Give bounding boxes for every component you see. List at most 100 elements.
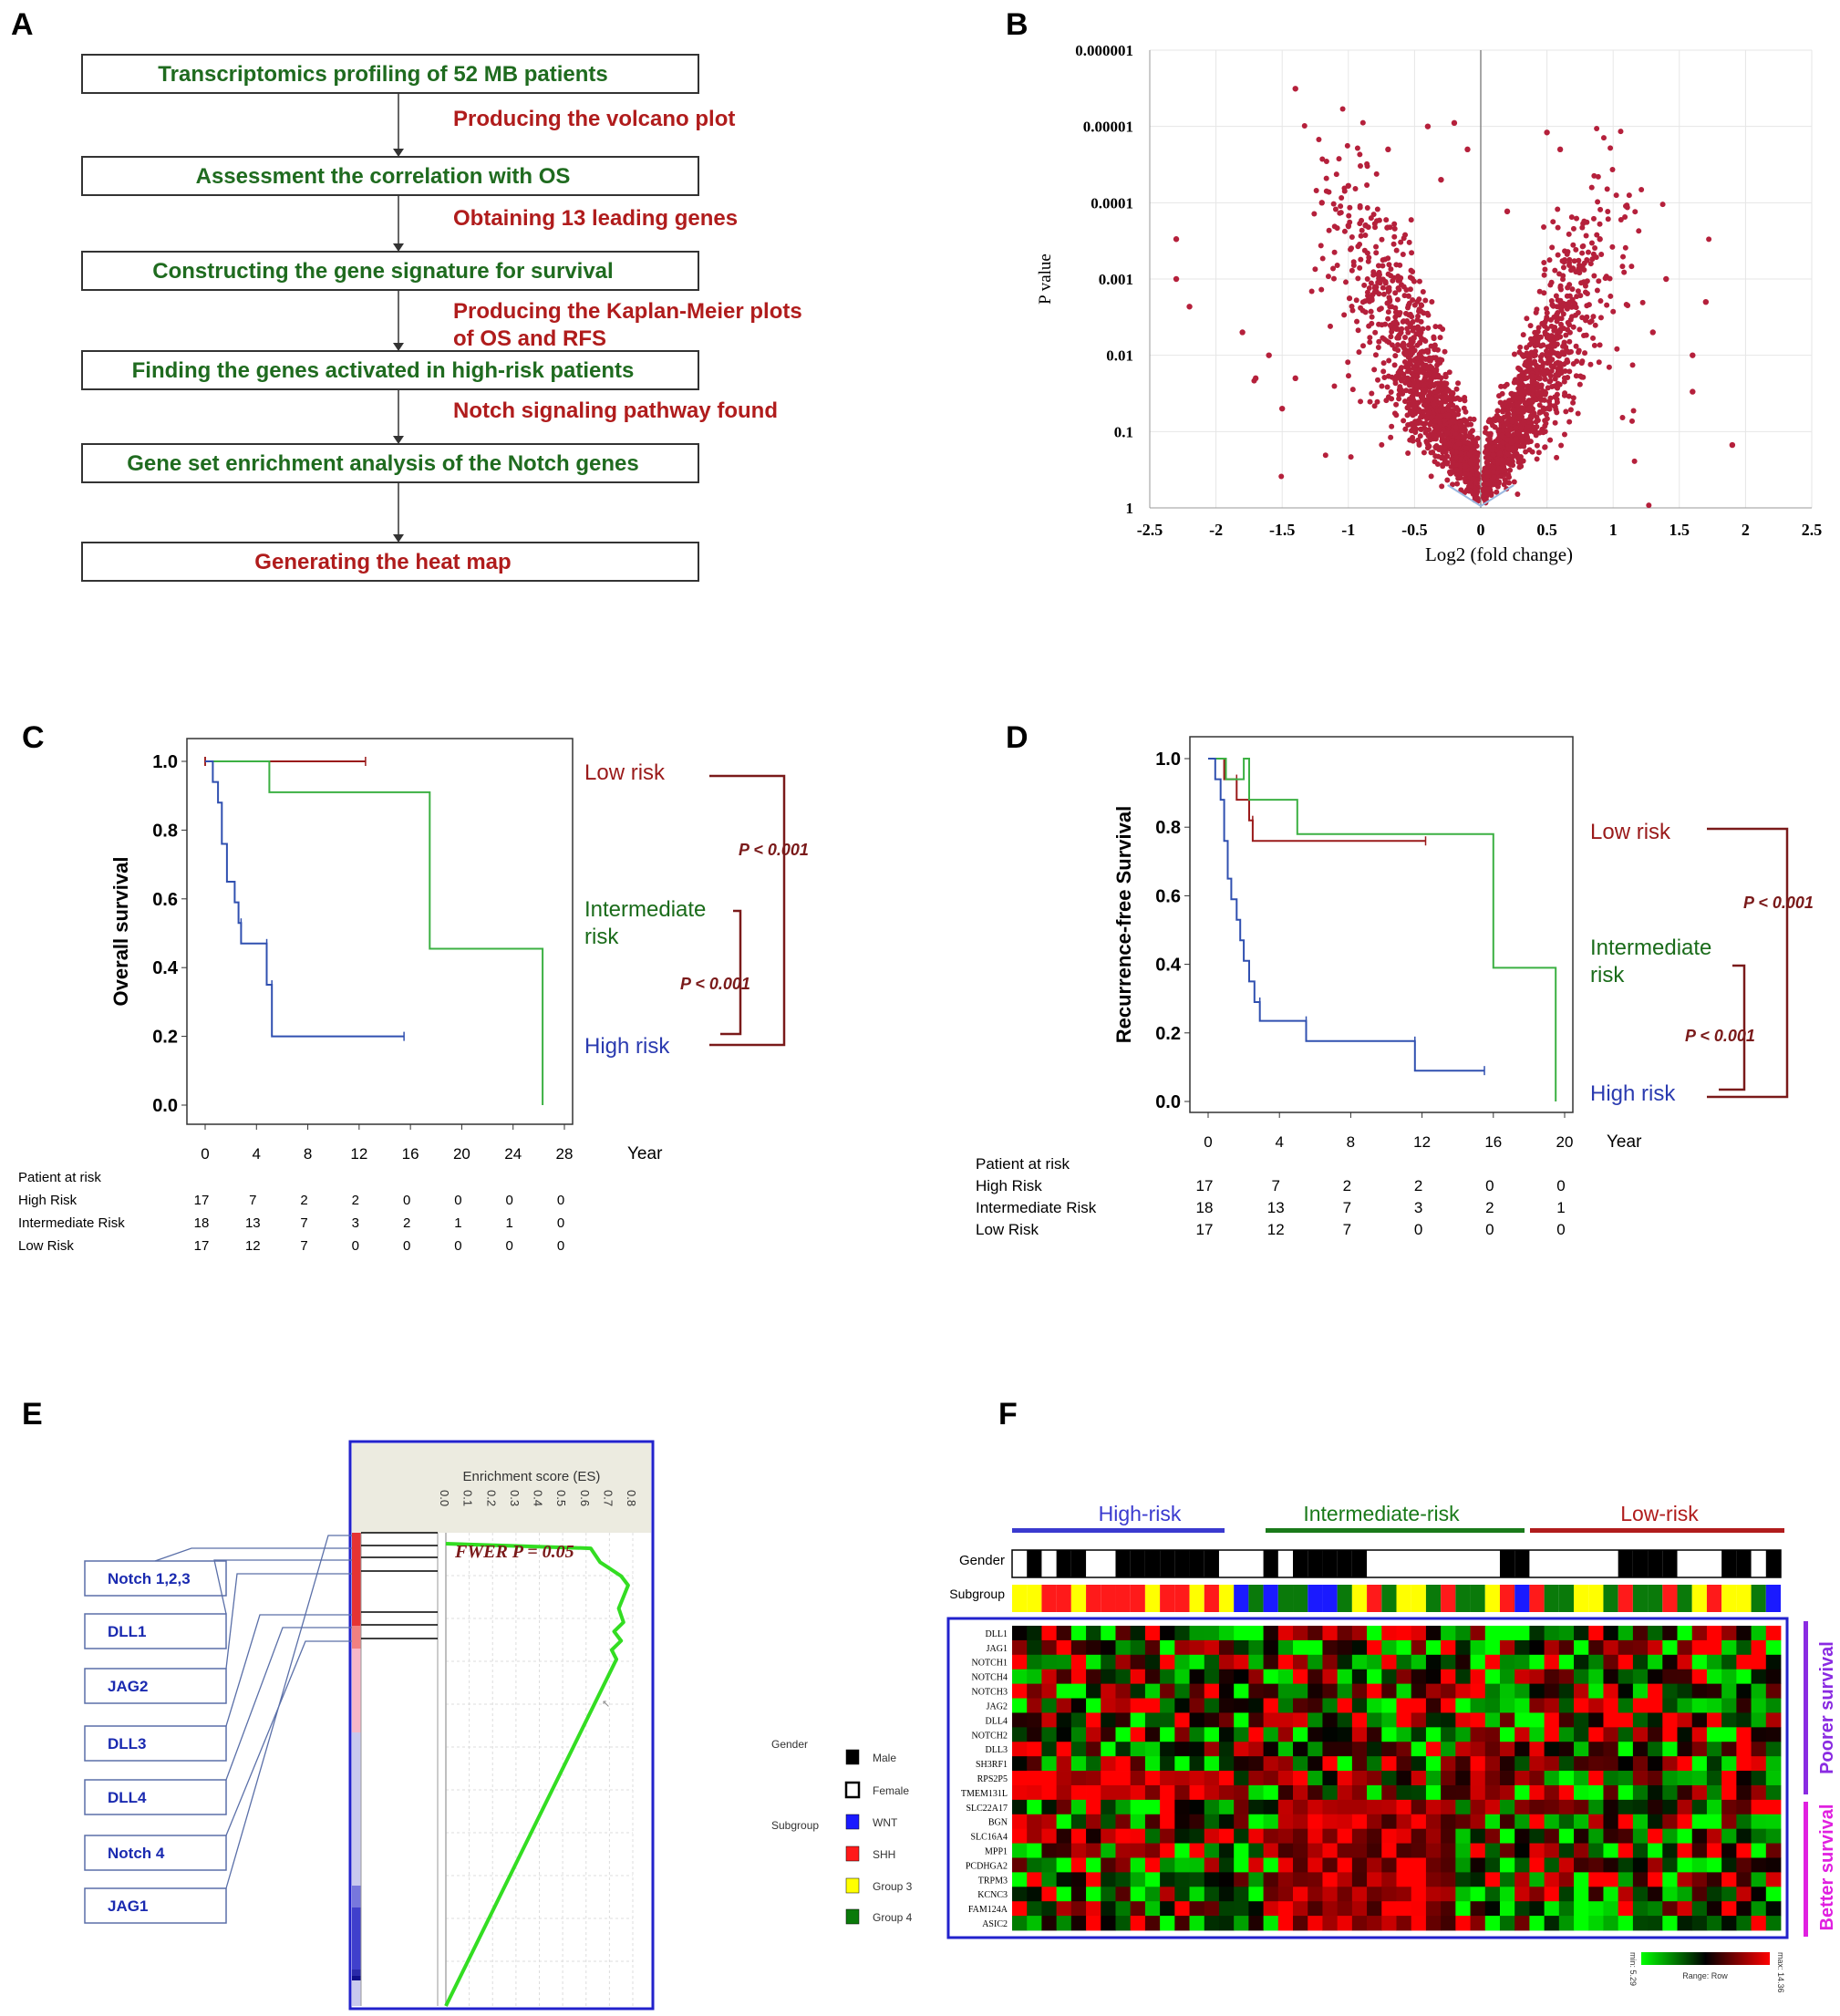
heatmap-cell (1396, 1712, 1412, 1728)
heatmap-cell (1322, 1814, 1339, 1830)
heatmap-cell (1293, 1669, 1308, 1685)
heatmap-cell (1189, 1626, 1205, 1641)
volcano-point (1384, 300, 1390, 306)
heatmap-cell (1411, 1887, 1427, 1902)
heatmap-cell (1484, 1669, 1501, 1685)
volcano-point (1345, 373, 1351, 379)
volcano-point (1239, 329, 1246, 336)
volcano-point (1457, 418, 1463, 424)
volcano-point (1449, 417, 1455, 423)
volcano-point (1561, 375, 1567, 381)
heatmap-cell (1115, 1828, 1132, 1844)
heatmap-cell (1411, 1799, 1427, 1815)
heatmap-cell (1484, 1814, 1501, 1830)
volcano-point (1451, 410, 1457, 417)
heatmap-cell (1706, 1828, 1722, 1844)
volcano-point (1359, 217, 1365, 223)
heatmap-cell (1337, 1626, 1353, 1641)
heatmap-cell (1765, 1698, 1782, 1713)
volcano-point (1543, 316, 1549, 323)
heatmap-cell (1603, 1727, 1619, 1742)
volcano-point (1414, 362, 1421, 368)
heatmap-cell (1322, 1872, 1339, 1887)
panel-label-a: A (11, 7, 34, 42)
volcano-point (1649, 329, 1656, 336)
volcano-point (1359, 227, 1365, 233)
volcano-x-tick: 1 (1609, 521, 1618, 539)
volcano-point (1584, 314, 1590, 320)
heatmap-cell (1691, 1872, 1708, 1887)
volcano-point (1444, 477, 1451, 483)
volcano-point (1582, 283, 1588, 289)
volcano-point (1444, 429, 1451, 436)
heatmap-cell (1115, 1654, 1132, 1670)
heatmap-cell (1234, 1698, 1249, 1713)
volcano-point (1473, 443, 1480, 450)
volcano-point (1690, 352, 1696, 358)
heatmap-cell (1322, 1828, 1339, 1844)
heatmap-cell (1174, 1901, 1190, 1917)
heatmap-subgroup-cell (1411, 1585, 1426, 1612)
heatmap-cell (1174, 1756, 1190, 1772)
gsea-rank-bar (352, 1969, 361, 1976)
heatmap-cell (1574, 1742, 1589, 1757)
volcano-point (1418, 426, 1424, 432)
heatmap-subgroup-cell (1027, 1585, 1042, 1612)
volcano-point (1542, 391, 1548, 398)
heatmap-cell (1308, 1916, 1323, 1931)
volcano-point (1544, 310, 1550, 316)
volcano-point (1594, 125, 1600, 131)
heatmap-cell (1160, 1669, 1175, 1685)
heatmap-cell (1558, 1742, 1575, 1757)
volcano-point (1316, 136, 1322, 142)
heatmap-cell (1144, 1626, 1161, 1641)
volcano-point (1323, 158, 1329, 164)
heatmap-cell (1204, 1683, 1220, 1699)
heatmap-gene-label: SLC16A4 (970, 1833, 1008, 1843)
volcano-point (1466, 434, 1473, 440)
heatmap-cell (1012, 1916, 1028, 1931)
heatmap-cell (1677, 1756, 1693, 1772)
volcano-point (1345, 359, 1351, 366)
volcano-point (1395, 335, 1401, 341)
volcano-point (1416, 308, 1422, 315)
volcano-point (1442, 374, 1449, 380)
heatmap-cell (1484, 1756, 1501, 1772)
heatmap-cell (1691, 1712, 1708, 1728)
heatmap-cell (1455, 1698, 1471, 1713)
volcano-point (1379, 383, 1385, 389)
volcano-point (1619, 264, 1626, 270)
heatmap-cell (1308, 1756, 1323, 1772)
heatmap-cell (1632, 1654, 1649, 1670)
heatmap-gender-cell (1056, 1550, 1071, 1577)
volcano-point (1592, 322, 1598, 328)
heatmap-subgroup-cell (1101, 1585, 1116, 1612)
heatmap-cell (1101, 1771, 1116, 1786)
volcano-point (1380, 257, 1386, 264)
volcano-point (1578, 280, 1585, 286)
volcano-point (1514, 450, 1520, 457)
heatmap-cell (1277, 1727, 1294, 1742)
heatmap-cell (1662, 1872, 1678, 1887)
volcano-point (1544, 129, 1550, 136)
heatmap-cell (1056, 1639, 1072, 1656)
heatmap-cell (1544, 1828, 1560, 1844)
heatmap-cell (1677, 1901, 1693, 1917)
heatmap-cell (1677, 1799, 1693, 1815)
volcano-point (1536, 288, 1543, 295)
heatmap-cell (1736, 1784, 1752, 1801)
volcano-point (1623, 301, 1629, 307)
gsea-header-bg (352, 1443, 651, 1533)
heatmap-cell (1174, 1814, 1190, 1830)
volcano-point (1382, 321, 1389, 327)
heatmap-cell (1632, 1916, 1649, 1931)
heatmap-cell (1455, 1727, 1471, 1742)
heatmap-cell (1263, 1654, 1279, 1670)
heatmap-cell (1425, 1887, 1442, 1902)
heatmap-cell (1160, 1784, 1175, 1801)
risk-table-cell: 0 (1414, 1221, 1422, 1238)
volcano-point (1569, 286, 1576, 293)
heatmap-cell (1691, 1814, 1708, 1830)
heatmap-cell (1691, 1756, 1708, 1772)
heatmap-subgroup-cell (1721, 1585, 1737, 1612)
